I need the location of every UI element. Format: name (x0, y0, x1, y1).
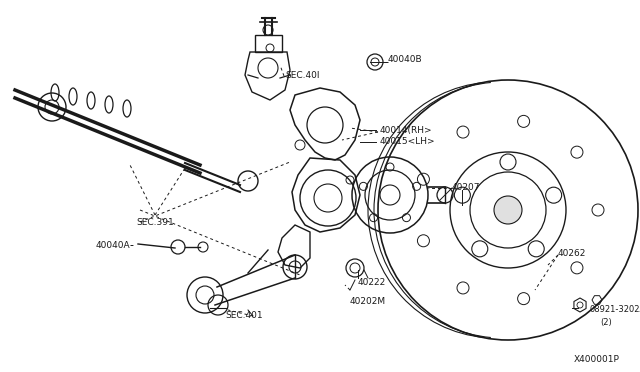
Text: SEC.40l: SEC.40l (285, 71, 319, 80)
Text: 40202M: 40202M (350, 297, 386, 306)
Text: 08921-3202A: 08921-3202A (590, 305, 640, 314)
Text: 40014(RH>: 40014(RH> (380, 125, 433, 135)
Text: 40207: 40207 (452, 183, 481, 192)
Text: 40262: 40262 (558, 248, 586, 257)
Text: 40015<LH>: 40015<LH> (380, 138, 436, 147)
Text: (2): (2) (600, 317, 612, 327)
Text: SEC.401: SEC.401 (225, 311, 262, 321)
Text: 40222: 40222 (358, 278, 387, 287)
Text: 40040B: 40040B (388, 55, 422, 64)
Text: 40040A: 40040A (95, 241, 130, 250)
Text: X400001P: X400001P (574, 356, 620, 365)
Circle shape (494, 196, 522, 224)
Text: SEC.391: SEC.391 (136, 218, 174, 227)
